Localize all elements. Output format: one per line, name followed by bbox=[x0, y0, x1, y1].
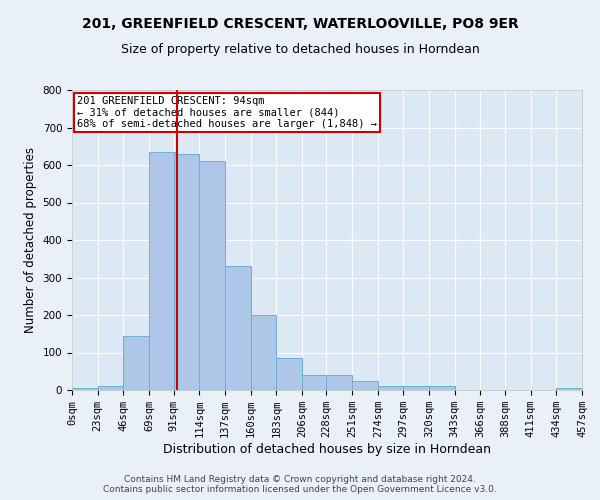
Bar bbox=[149, 152, 175, 390]
Bar bbox=[403, 386, 429, 390]
Bar bbox=[72, 388, 98, 390]
X-axis label: Distribution of detached houses by size in Horndean: Distribution of detached houses by size … bbox=[163, 443, 491, 456]
Bar bbox=[251, 315, 276, 390]
Bar bbox=[352, 380, 378, 390]
Bar bbox=[326, 375, 352, 390]
Bar bbox=[98, 386, 124, 390]
Bar bbox=[124, 336, 149, 390]
Text: 201, GREENFIELD CRESCENT, WATERLOOVILLE, PO8 9ER: 201, GREENFIELD CRESCENT, WATERLOOVILLE,… bbox=[82, 18, 518, 32]
Bar bbox=[173, 154, 199, 390]
Bar bbox=[556, 388, 582, 390]
Bar bbox=[378, 386, 403, 390]
Bar bbox=[199, 161, 225, 390]
Bar bbox=[429, 386, 455, 390]
Text: 201 GREENFIELD CRESCENT: 94sqm
← 31% of detached houses are smaller (844)
68% of: 201 GREENFIELD CRESCENT: 94sqm ← 31% of … bbox=[77, 96, 377, 129]
Bar bbox=[276, 358, 302, 390]
Bar bbox=[302, 375, 328, 390]
Text: Contains HM Land Registry data © Crown copyright and database right 2024.
Contai: Contains HM Land Registry data © Crown c… bbox=[103, 474, 497, 494]
Y-axis label: Number of detached properties: Number of detached properties bbox=[24, 147, 37, 333]
Text: Size of property relative to detached houses in Horndean: Size of property relative to detached ho… bbox=[121, 42, 479, 56]
Bar bbox=[225, 266, 251, 390]
